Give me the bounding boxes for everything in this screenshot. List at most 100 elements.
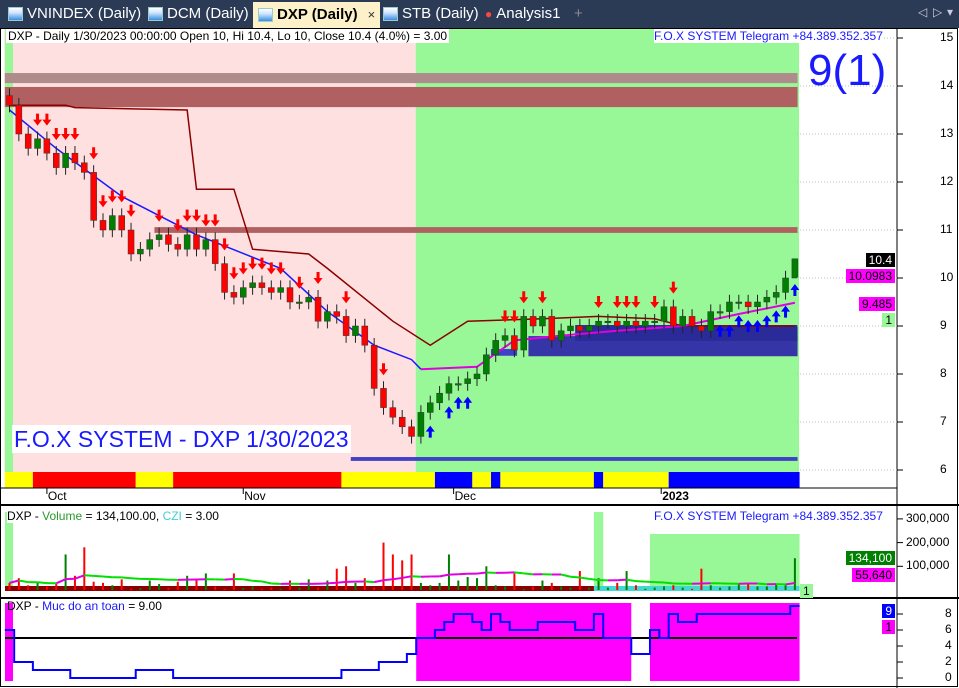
volume-ma-segment (336, 580, 347, 584)
down-candle (118, 215, 125, 231)
volume-ma-segment (589, 577, 599, 582)
sell-arrow-icon (622, 296, 632, 308)
date-axis-label: Nov (244, 489, 266, 503)
buy-arrow-icon (790, 284, 800, 296)
down-candle (342, 316, 350, 336)
down-candle (398, 416, 406, 428)
volume-ma-segment (373, 579, 384, 584)
down-candle (24, 133, 32, 149)
down-candle (576, 325, 584, 332)
trend-strip-segment (32, 472, 136, 488)
down-candle (333, 311, 340, 317)
down-candle (193, 234, 200, 250)
buy-arrow-icon (425, 425, 435, 438)
up-candle (707, 311, 714, 332)
up-candle (155, 234, 163, 240)
up-candle (417, 412, 425, 437)
volume-ma-segment (74, 574, 85, 580)
sell-arrow-icon (631, 296, 641, 308)
down-candle (99, 220, 107, 231)
trend-strip-segment (491, 472, 501, 488)
price-axis-label: 6 (940, 462, 947, 476)
up-candle (520, 316, 527, 351)
up-candle (277, 287, 284, 293)
volume-base-strip-cyan (593, 586, 800, 591)
tab-menu-icon[interactable]: ▾ (947, 5, 954, 19)
buy-arrow-icon (762, 315, 772, 328)
sell-arrow-icon (210, 214, 220, 227)
up-candle (240, 287, 247, 298)
scroll-right-icon[interactable]: ▷ (933, 5, 943, 19)
scroll-left-icon[interactable]: ◁ (918, 5, 928, 19)
volume-ma-segment (37, 581, 47, 585)
up-candle (249, 282, 256, 288)
up-candle (585, 325, 593, 332)
volume-ma-segment (757, 582, 767, 586)
sell-arrow-icon (257, 257, 267, 270)
down-candle (6, 95, 13, 106)
volume-ma-segment (102, 575, 113, 579)
up-candle (483, 354, 490, 375)
up-candle (651, 320, 658, 323)
down-candle (389, 407, 397, 418)
tab-label: VNINDEX (Daily) (27, 5, 142, 22)
trend-strip-segment (341, 472, 435, 488)
tab-label: STB (Daily) (402, 5, 479, 22)
trend-strip-segment (135, 472, 174, 488)
price-axis-label: 8 (940, 366, 947, 380)
volume-ma-segment (243, 578, 253, 582)
down-candle (211, 239, 219, 264)
telegram-label: F.O.X SYSTEM Telegram +84.389.352.357 (654, 29, 883, 43)
tab-dcm[interactable]: DCM (Daily) (148, 3, 249, 25)
sell-arrow-icon (98, 195, 108, 208)
up-candle (735, 301, 743, 304)
tab-stb[interactable]: STB (Daily) (383, 3, 479, 25)
date-axis-label: Oct (47, 489, 67, 503)
tab-label: Analysis1 (496, 5, 561, 22)
czi-value: = 3.00 (181, 509, 219, 523)
buy-arrow-icon (771, 310, 781, 323)
safety-line (4, 605, 800, 679)
price-axis-label: 14 (940, 78, 954, 92)
trend-strip-segment (472, 472, 492, 488)
last-price-tag: 10.4 (865, 253, 895, 267)
safety-axis-label: 8 (945, 606, 952, 620)
up-candle (109, 215, 116, 231)
close-tab-icon[interactable]: × (367, 7, 376, 22)
volume-ma-segment (55, 578, 67, 585)
down-candle (286, 287, 294, 303)
up-candle (324, 311, 331, 322)
sell-arrow-icon (107, 190, 117, 203)
chart-canvas[interactable] (0, 28, 959, 688)
sell-arrow-icon (248, 257, 258, 270)
tab-vnindex[interactable]: VNINDEX (Daily) (8, 3, 141, 25)
up-candle (604, 320, 612, 323)
new-tab-button[interactable]: + (574, 3, 583, 25)
up-candle (427, 402, 434, 413)
volume-ma-segment (121, 576, 132, 580)
tab-dxp[interactable]: DXP (Daily) × (253, 2, 381, 28)
down-candle (127, 229, 135, 255)
volume-ma-segment (93, 574, 104, 578)
safety-pane-title: DXP - Muc do an toan = 9.00 (7, 599, 162, 613)
buy-arrow-icon (781, 305, 791, 318)
sell-arrow-icon (294, 276, 304, 289)
chart-icon (8, 7, 23, 21)
sell-arrow-icon (238, 262, 248, 275)
price-axis-label: 10 (940, 270, 954, 284)
up-candle (464, 378, 471, 384)
down-candle (268, 287, 275, 293)
down-candle (370, 344, 378, 389)
up-candle (557, 330, 565, 341)
safety-zone (649, 603, 800, 681)
chart-icon (258, 8, 273, 22)
up-candle (34, 138, 41, 149)
up-candle (726, 301, 733, 312)
tab-analysis1[interactable]: ● Analysis1 (485, 3, 560, 25)
up-candle (62, 152, 69, 168)
symbol-label: DXP - (7, 509, 43, 523)
magenta-line-tag: 9.485 (858, 297, 895, 311)
volume-ma-segment (261, 580, 272, 585)
down-candle (670, 306, 677, 327)
volume-signal-tag: 1 (800, 584, 813, 598)
